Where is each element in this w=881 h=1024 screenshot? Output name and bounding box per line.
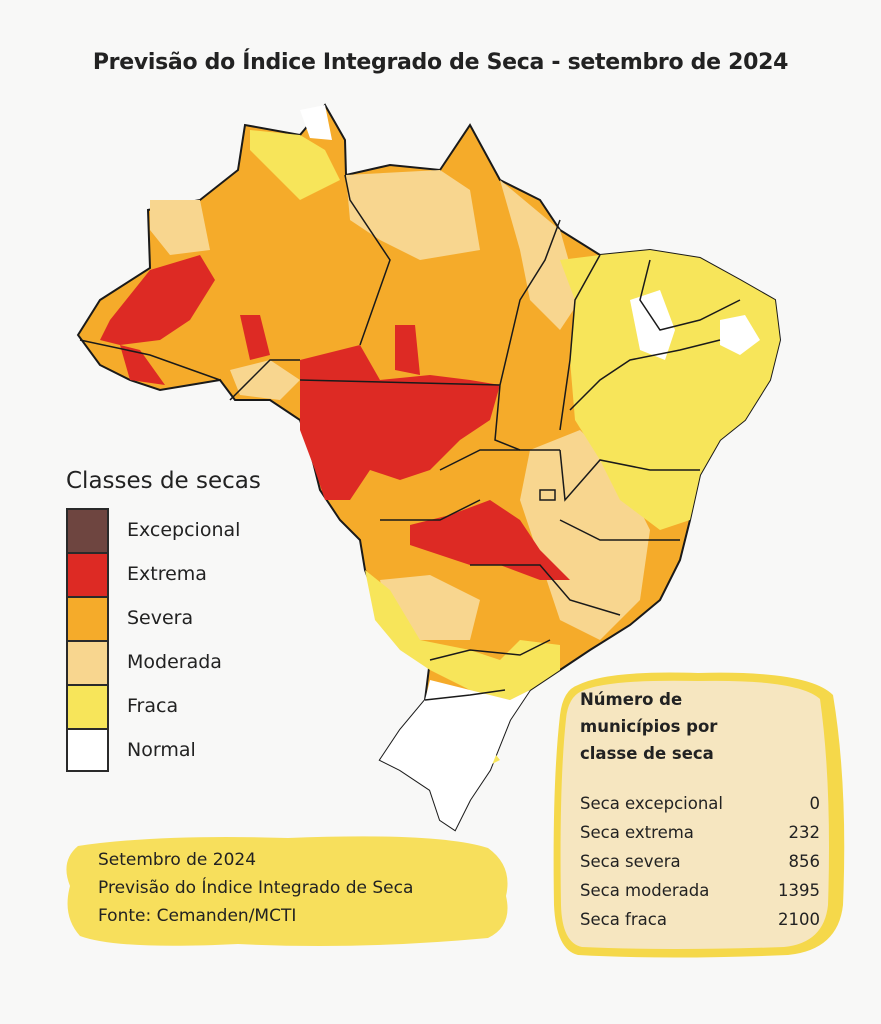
- stats-label: Seca severa: [580, 852, 681, 871]
- moderada-zone: [230, 360, 300, 400]
- stats-row-moderada: Seca moderada 1395: [580, 876, 820, 905]
- map-title: Previsão do Índice Integrado de Seca - s…: [92, 50, 789, 75]
- legend-item-fraca: Fraca: [66, 684, 261, 728]
- stats-label: Seca moderada: [580, 881, 710, 900]
- legend-title: Classes de secas: [66, 468, 261, 494]
- stats-label: Seca extrema: [580, 823, 694, 842]
- legend-label: Moderada: [127, 651, 222, 673]
- fraca-zone: [250, 130, 340, 200]
- moderada-zone: [150, 200, 210, 255]
- legend-item-severa: Severa: [66, 596, 261, 640]
- note-date: Setembro de 2024: [98, 850, 257, 870]
- stats-value: 1395: [778, 881, 820, 900]
- stats-label: Seca excepcional: [580, 794, 723, 813]
- stats-row-excepcional: Seca excepcional 0: [580, 789, 820, 818]
- stats-rows: Seca excepcional 0 Seca extrema 232 Seca…: [580, 789, 820, 934]
- legend-item-normal: Normal: [66, 728, 261, 772]
- legend-swatch: [66, 552, 109, 596]
- stats-value: 856: [788, 852, 821, 871]
- legend-item-extrema: Extrema: [66, 552, 261, 596]
- extrema-zone: [240, 315, 270, 360]
- extrema-zone: [410, 500, 570, 580]
- normal-zone: [720, 315, 760, 355]
- legend-label: Extrema: [127, 563, 207, 585]
- normal-zone: [300, 105, 332, 140]
- legend-label: Fraca: [127, 695, 179, 717]
- stats-value: 232: [788, 823, 821, 842]
- stats-box-background: [553, 672, 845, 958]
- legend-label: Severa: [127, 607, 194, 629]
- legend-item-moderada: Moderada: [66, 640, 261, 684]
- legend: Classes de secas Excepcional Extrema Sev…: [66, 468, 261, 772]
- stats-row-extrema: Seca extrema 232: [580, 818, 820, 847]
- source-note: Setembro de 2024 Previsão do Índice Inte…: [98, 846, 413, 930]
- legend-swatch: [66, 684, 109, 728]
- stats-value: 0: [809, 794, 821, 813]
- extrema-zone: [100, 255, 215, 385]
- legend-swatch: [66, 508, 109, 552]
- note-source: Fonte: Cemanden/MCTI: [98, 906, 297, 926]
- moderada-zone: [346, 170, 480, 260]
- stats-label: Seca fraca: [580, 910, 667, 929]
- stats-box: Número de municípios por classe de seca …: [580, 686, 820, 934]
- legend-swatch: [66, 596, 109, 640]
- normal-zone-south: [380, 680, 530, 830]
- fraca-zone: [365, 570, 560, 700]
- moderada-zone: [500, 180, 580, 330]
- stats-row-fraca: Seca fraca 2100: [580, 905, 820, 934]
- normal-zone: [630, 290, 675, 360]
- stats-value: 2100: [778, 910, 820, 929]
- stats-title-line: classe de seca: [580, 744, 714, 763]
- stats-title-line: Número de: [580, 690, 683, 709]
- stats-title: Número de municípios por classe de seca: [580, 686, 820, 767]
- legend-label: Normal: [127, 739, 196, 761]
- legend-swatch: [66, 640, 109, 684]
- extrema-zone: [395, 325, 420, 375]
- legend-item-excepcional: Excepcional: [66, 508, 261, 552]
- stats-title-line: municípios por: [580, 717, 718, 736]
- legend-label: Excepcional: [127, 519, 241, 541]
- legend-swatch: [66, 728, 109, 772]
- state-borders: [79, 174, 741, 701]
- source-note-brushstroke: [66, 836, 508, 946]
- stats-row-severa: Seca severa 856: [580, 847, 820, 876]
- note-description: Previsão do Índice Integrado de Seca: [98, 878, 414, 898]
